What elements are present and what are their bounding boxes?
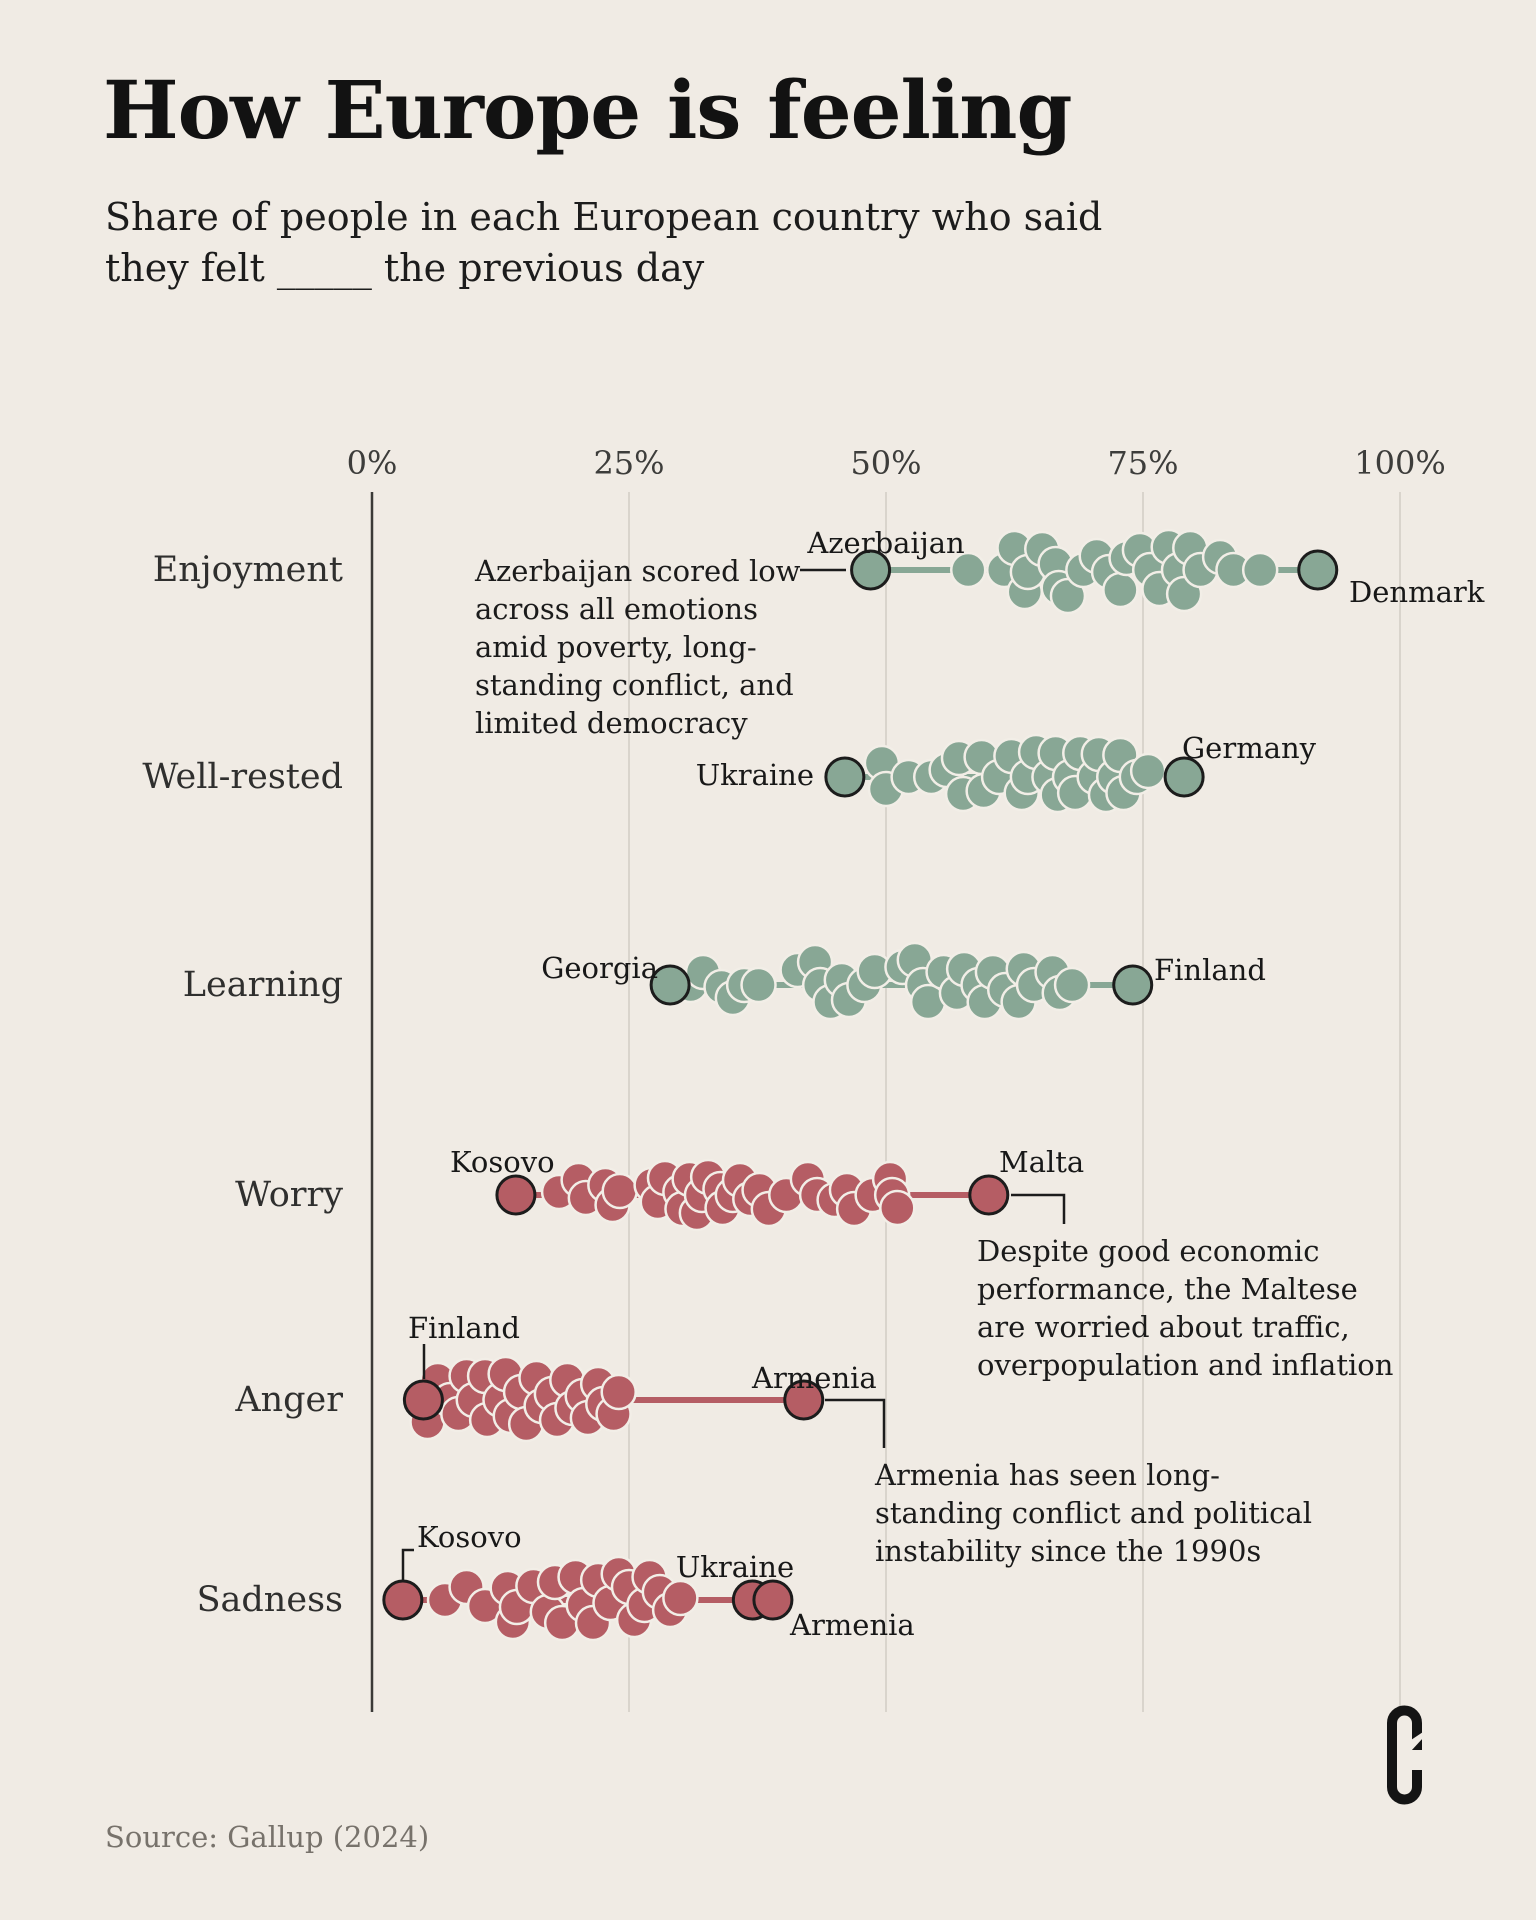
endpoint-worry-kosovo [495, 1174, 537, 1216]
dot-anger-24 [600, 1373, 637, 1411]
country-label-ukraine: Ukraine [695, 758, 814, 792]
country-label-ukraine: Ukraine [675, 1550, 795, 1584]
endpoint-anger-armenia [783, 1379, 825, 1421]
country-label-malta: Malta [999, 1145, 1085, 1179]
page-subtitle: Share of people in each European country… [105, 192, 1102, 294]
dot-learning-5 [740, 966, 777, 1004]
dot-worry-5 [601, 1172, 638, 1210]
endpoint-anger-finland [402, 1379, 444, 1421]
callout-line: instability since the 1990s [875, 1534, 1262, 1568]
callout-line: performance, the Maltese [977, 1272, 1358, 1306]
callout-line: Despite good economic [977, 1234, 1320, 1268]
callout-line: across all emotions [475, 592, 758, 626]
callout-annotation-3: Armenia has seen long-standing conflict … [875, 1456, 1312, 1570]
country-label-georgia: Georgia [541, 951, 658, 985]
dot-enjoyment-0 [949, 551, 987, 589]
callout-line: Armenia has seen long- [875, 1458, 1220, 1492]
kosovo-sadness-elbow-connector [401, 1548, 414, 1583]
callout-line: standing conflict and political [875, 1496, 1312, 1530]
subtitle-line-1: Share of people in each European country… [105, 195, 1103, 239]
dot-enjoyment-12 [1102, 571, 1139, 609]
country-label-armenia: Armenia [790, 1608, 915, 1642]
callout-line: overpopulation and inflation [977, 1348, 1394, 1382]
tick-label-0: 0% [346, 444, 398, 482]
tick-label-25: 25% [593, 444, 665, 482]
callout-line: limited democracy [475, 706, 748, 740]
row-label-worry: Worry [235, 1175, 343, 1215]
callout-line: standing conflict, and [475, 668, 794, 702]
subtitle-line-2: they felt _____ the previous day [105, 245, 705, 290]
row-label-sadness: Sadness [196, 1580, 343, 1620]
malta-elbow-connector [1011, 1193, 1066, 1224]
country-label-kosovo: Kosovo [417, 1520, 522, 1554]
endpoint-learning-georgia [649, 964, 691, 1006]
endpoint-enjoyment-azerbaijan [850, 549, 892, 591]
callout-annotation-1: Azerbaijan scored low across all emotions… [475, 552, 801, 742]
row-label-learning: Learning [182, 965, 343, 1005]
country-label-armenia: Armenia [752, 1361, 877, 1395]
callout-line: are worried about traffic, [977, 1310, 1350, 1344]
country-label-finland: Finland [408, 1311, 520, 1345]
endpoint-worry-malta [968, 1174, 1010, 1216]
tick-label-75: 75% [1107, 444, 1179, 482]
page-title: How Europe is feeling [103, 63, 1072, 157]
dot-sadness-22 [662, 1579, 699, 1617]
endpoint-learning-finland [1112, 964, 1154, 1006]
source-note: Source: Gallup (2024) [105, 1820, 430, 1854]
dot-worry-31 [879, 1189, 916, 1227]
country-label-azerbaijan: Azerbaijan [807, 526, 965, 560]
endpoint-sadness-armenia [752, 1579, 794, 1621]
country-label-kosovo: Kosovo [450, 1145, 555, 1179]
callout-annotation-2: Despite good economic performance, the Ma… [977, 1232, 1393, 1384]
endpoint-enjoyment-denmark [1297, 549, 1339, 591]
tick-label-100: 100% [1354, 444, 1446, 482]
dot-well-rested-27 [1129, 752, 1167, 790]
dot-enjoyment-24 [1241, 551, 1279, 589]
row-label-enjoyment: Enjoyment [152, 550, 343, 590]
country-label-germany: Germany [1182, 731, 1317, 765]
row-label-well-rested: Well-rested [142, 757, 343, 797]
callout-line: Azerbaijan scored low [475, 554, 801, 588]
endpoint-well-rested-germany [1163, 756, 1205, 798]
tick-label-50: 50% [850, 444, 922, 482]
dot-learning-30 [1053, 966, 1091, 1004]
row-label-anger: Anger [235, 1380, 343, 1420]
callout-line: amid poverty, long- [475, 630, 757, 664]
country-label-finland: Finland [1154, 953, 1266, 987]
country-label-denmark: Denmark [1349, 575, 1485, 609]
armenia-elbow-connector [825, 1398, 886, 1448]
endpoint-well-rested-ukraine [824, 756, 866, 798]
endpoint-sadness-kosovo [382, 1579, 424, 1621]
publisher-c-logo-icon [1387, 1705, 1423, 1805]
